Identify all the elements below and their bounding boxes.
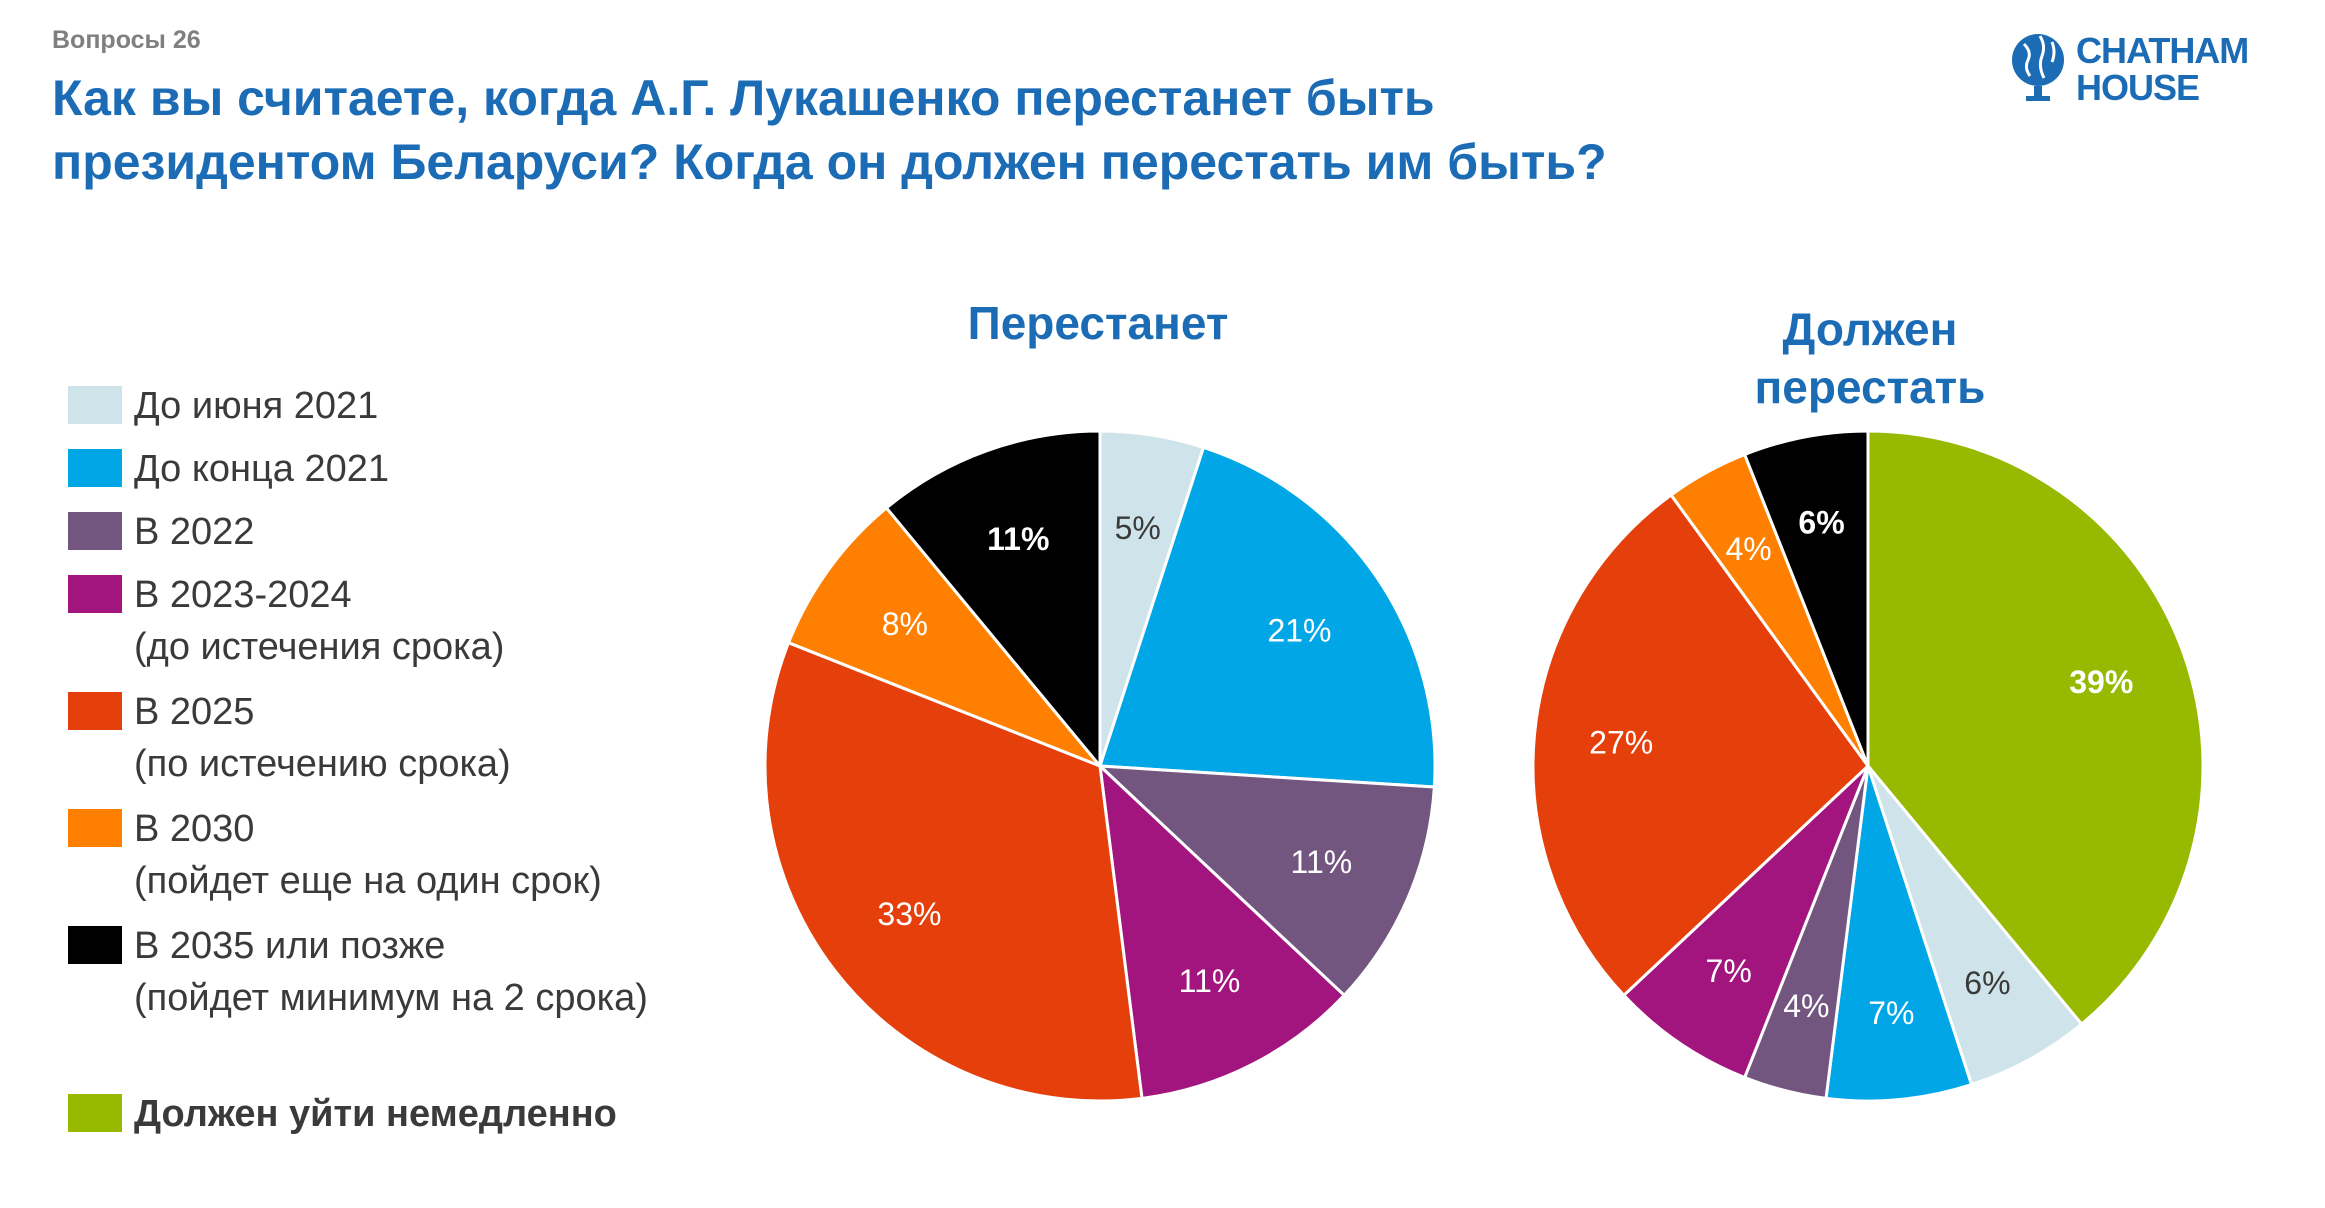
slice-label: 39% [2069,664,2133,700]
pie-slice [1095,764,1436,998]
legend-sublabel: (пойдет минимум на 2 срока) [134,977,648,1019]
slice-label: 11% [1179,963,1241,999]
pie-slice [1621,764,1870,1080]
title-line-2: президентом Беларуси? Когда он должен пе… [52,134,1607,190]
chart-title-will-stop: Перестанет [848,294,1348,352]
legend: До июня 2021 До конца 2021 В 2022 В 2023… [68,0,768,1208]
slice-label: 7% [1868,995,1914,1031]
legend-label: В 2022 [134,511,255,553]
slice-label: 33% [877,896,941,932]
pie-will-stop: 5% 21% 11% 11% 33% 8% 11% [763,429,1437,1103]
pie-slice [1866,765,2084,1087]
legend-label: До июня 2021 [134,385,379,427]
legend-label: В 2030 [134,808,255,850]
slice-label: 21% [1267,612,1331,648]
title-line-1: Как вы считаете, когда А.Г. Лукашенко пе… [52,70,1435,126]
pie-slice [1097,762,1347,1101]
slice-label: 8% [882,606,928,642]
logo-line-2: HOUSE [2076,67,2200,108]
legend-label: В 2023-2024 [134,574,352,616]
pie-slice [1097,445,1437,789]
logo-line-1: CHATHAM [2076,30,2249,71]
slide-kicker: Вопросы 26 [52,26,201,54]
legend-sublabel: (по истечению срока) [134,743,511,785]
slice-label: 27% [1589,725,1653,761]
legend-swatch [68,575,122,613]
chart-title-line-2: перестать [1754,361,1986,413]
legend-label: В 2035 или позже [134,925,446,967]
pie-slice [1824,765,1974,1103]
slice-label: 5% [1115,510,1161,546]
slice-label: 11% [1291,844,1353,880]
chart-title-must-stop: Должен перестать [1620,300,2120,416]
legend-swatch [68,1094,122,1132]
pie-must-stop: 39% 6% 7% 4% 7% 27% 4% 6% [1531,429,2205,1103]
pie-slice [1866,429,2205,1027]
legend-label: В 2025 [134,691,255,733]
slice-label: 4% [1783,988,1829,1024]
legend-label: Должен уйти немедленно [134,1093,617,1135]
logo-text: CHATHAM HOUSE [2076,30,2249,108]
legend-swatch [68,809,122,847]
pie-slice [1531,492,1870,998]
pie-slice [763,640,1144,1103]
globe-icon [2012,34,2064,101]
pie-slice [884,429,1102,771]
slide-title: Как вы считаете, когда А.Г. Лукашенко пе… [52,66,1902,194]
legend-swatch [68,926,122,964]
chart-title-line-1: Должен [1782,303,1958,355]
legend-swatch [68,692,122,730]
slice-label: 6% [1798,504,1844,540]
legend-swatch [68,512,122,550]
chatham-house-logo: CHATHAM HOUSE [2010,30,2300,110]
pie-slice [1742,429,1870,767]
legend-swatch [68,449,122,487]
legend-label: До конца 2021 [134,448,390,490]
pie-slice [786,505,1102,768]
legend-sublabel: (пойдет еще на один срок) [134,860,602,902]
slice-label: 4% [1725,531,1771,567]
slice-label: 6% [1964,965,2010,1001]
chart-title-line-1: Перестанет [967,297,1229,349]
legend-swatch [68,386,122,424]
slice-label: 7% [1706,953,1752,989]
legend-sublabel: (до истечения срока) [134,626,505,668]
slice-label: 11% [987,521,1049,557]
